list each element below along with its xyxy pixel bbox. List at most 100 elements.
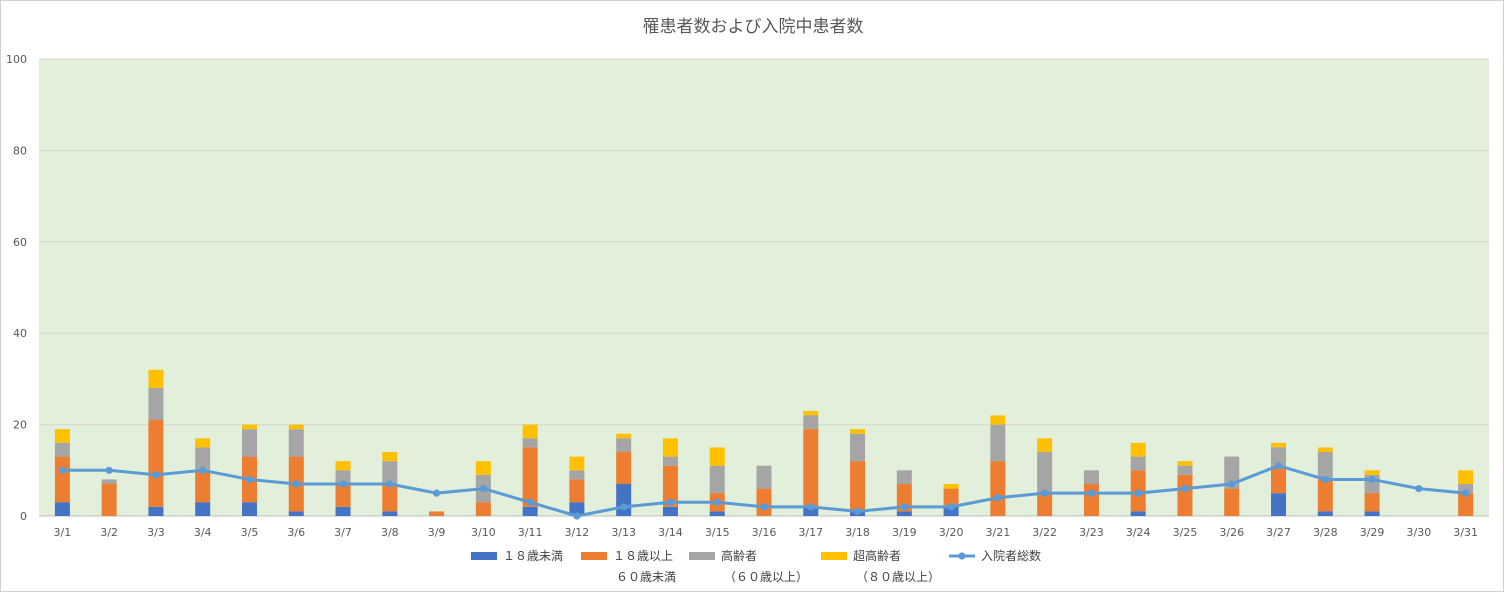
bar-segment-s0-3/4 — [195, 502, 211, 516]
bar-segment-s3-3/3 — [148, 369, 164, 389]
x-tick-label: 3/1 — [54, 526, 72, 539]
bar-segment-s2-3/23 — [1083, 470, 1099, 485]
x-tick-label: 3/6 — [287, 526, 305, 539]
plot-area — [39, 59, 1489, 516]
bar-segment-s3-3/7 — [335, 461, 351, 471]
bar-segment-s2-3/28 — [1317, 452, 1333, 480]
x-tick-label: 3/23 — [1079, 526, 1104, 539]
bar-segment-s1-3/14 — [662, 465, 678, 507]
line-point-3/16 — [760, 503, 768, 511]
line-point-3/20 — [947, 503, 955, 511]
bar-segment-s3-3/15 — [709, 447, 725, 466]
line-point-3/28 — [1321, 475, 1329, 484]
bar-segment-s2-3/3 — [148, 388, 164, 421]
line-point-3/5 — [245, 475, 254, 484]
bar-segment-s3-3/14 — [662, 438, 678, 457]
bar-segment-s0-3/20 — [943, 506, 959, 516]
bar-segment-s0-3/11 — [522, 506, 538, 516]
line-point-3/22 — [1041, 489, 1049, 497]
legend-label-line2: （８０歳以上） — [856, 570, 940, 584]
bar-segment-s0-3/27 — [1271, 493, 1287, 516]
bar-segment-s3-3/29 — [1364, 470, 1380, 475]
bar-segment-s1-3/23 — [1083, 484, 1099, 516]
bar-segment-s2-3/4 — [195, 447, 211, 471]
line-point-3/10 — [479, 484, 487, 493]
legend-marker — [958, 552, 966, 560]
bar-segment-s0-3/13 — [616, 484, 632, 516]
line-point-3/17 — [807, 503, 815, 511]
x-tick-label: 3/17 — [798, 526, 823, 539]
bar-segment-s2-3/11 — [522, 438, 538, 448]
bar-segment-s2-3/27 — [1271, 447, 1287, 466]
legend-item-3: 超高齢者 （８０歳以上） — [821, 548, 940, 584]
line-point-3/23 — [1087, 489, 1096, 497]
y-tick-label: 80 — [13, 144, 27, 157]
legend-swatch — [471, 552, 497, 560]
x-tick-label: 3/12 — [565, 526, 590, 539]
x-tick-label: 3/27 — [1266, 526, 1291, 539]
bar-segment-s0-3/8 — [382, 511, 398, 516]
bar-segment-s1-3/21 — [990, 461, 1006, 516]
bar-segment-s3-3/18 — [850, 429, 866, 434]
x-tick-label: 3/3 — [147, 526, 165, 539]
bar-segment-s3-3/21 — [990, 415, 1006, 425]
bar-segment-s0-3/29 — [1364, 511, 1380, 516]
line-point-3/12 — [573, 512, 581, 520]
bar-segment-s2-3/2 — [101, 479, 117, 485]
x-tick-label: 3/5 — [241, 526, 259, 539]
x-tick-label: 3/11 — [518, 526, 543, 539]
line-point-3/3 — [152, 471, 160, 479]
line-point-3/11 — [526, 498, 534, 506]
bar-segment-s3-3/24 — [1130, 442, 1146, 457]
bar-segment-s0-3/7 — [335, 506, 351, 516]
x-tick-label: 3/21 — [986, 526, 1011, 539]
bar-segment-s3-3/13 — [616, 433, 632, 439]
legend-swatch — [689, 552, 715, 560]
line-point-3/7 — [339, 480, 347, 488]
bar-segment-s0-3/3 — [148, 506, 164, 516]
line-point-3/15 — [713, 498, 721, 506]
x-axis: 3/1 3/2 3/3 3/4 3/5 3/6 3/7 3/8 3/9 3/10 3/11 3/12 3… — [54, 526, 1478, 539]
bar-segment-s3-3/4 — [195, 438, 211, 448]
x-tick-label: 3/16 — [752, 526, 777, 539]
legend: １８歳未満 １８歳以上 ６０歳未満 高齢者 （６０歳以上） 超高齢者 （８０歳以上） 入院者総… — [471, 548, 1041, 584]
bar-segment-s2-3/26 — [1224, 456, 1240, 489]
stacked-bars — [54, 369, 1474, 516]
bar-segment-s1-3/3 — [148, 420, 164, 507]
x-tick-label: 3/13 — [611, 526, 636, 539]
line-point-3/1 — [58, 466, 66, 474]
y-axis: 0 20 40 60 80 100 — [6, 53, 27, 523]
bar-segment-s1-3/31 — [1458, 493, 1474, 516]
bar-segment-s1-3/22 — [1037, 493, 1053, 516]
line-point-3/9 — [432, 489, 441, 497]
bar-segment-s0-3/14 — [662, 506, 678, 516]
x-tick-label: 3/22 — [1032, 526, 1057, 539]
bar-segment-s1-3/19 — [896, 484, 912, 512]
bar-segment-s0-3/1 — [54, 502, 70, 516]
line-point-3/18 — [853, 507, 862, 516]
bar-segment-s1-3/28 — [1317, 479, 1333, 512]
bar-segment-s2-3/19 — [896, 470, 912, 485]
bar-segment-s1-3/10 — [475, 502, 491, 516]
bar-segment-s2-3/24 — [1130, 456, 1146, 471]
x-tick-label: 3/14 — [658, 526, 683, 539]
bar-segment-s1-3/18 — [850, 461, 866, 512]
bar-segment-s2-3/8 — [382, 461, 398, 485]
bar-segment-s0-3/17 — [803, 506, 819, 516]
bar-segment-s2-3/31 — [1458, 484, 1474, 494]
bar-segment-s1-3/13 — [616, 452, 632, 485]
legend-item-1: １８歳以上 ６０歳未満 — [581, 549, 676, 584]
bar-segment-s0-3/12 — [569, 502, 585, 516]
bar-segment-s1-3/4 — [195, 470, 211, 503]
bar-segment-s2-3/12 — [569, 470, 585, 480]
legend-label-line2: ６０歳未満 — [616, 570, 676, 584]
bar-segment-s1-3/11 — [522, 447, 538, 507]
legend-label-line2: （６０歳以上） — [724, 570, 808, 584]
bar-segment-s1-3/27 — [1271, 465, 1287, 494]
y-tick-label: 40 — [13, 327, 27, 340]
legend-item-0: １８歳未満 — [471, 549, 563, 563]
bar-segment-s3-3/22 — [1037, 438, 1053, 453]
legend-item-2: 高齢者 （６０歳以上） — [689, 548, 808, 584]
bar-segment-s3-3/6 — [288, 424, 304, 430]
